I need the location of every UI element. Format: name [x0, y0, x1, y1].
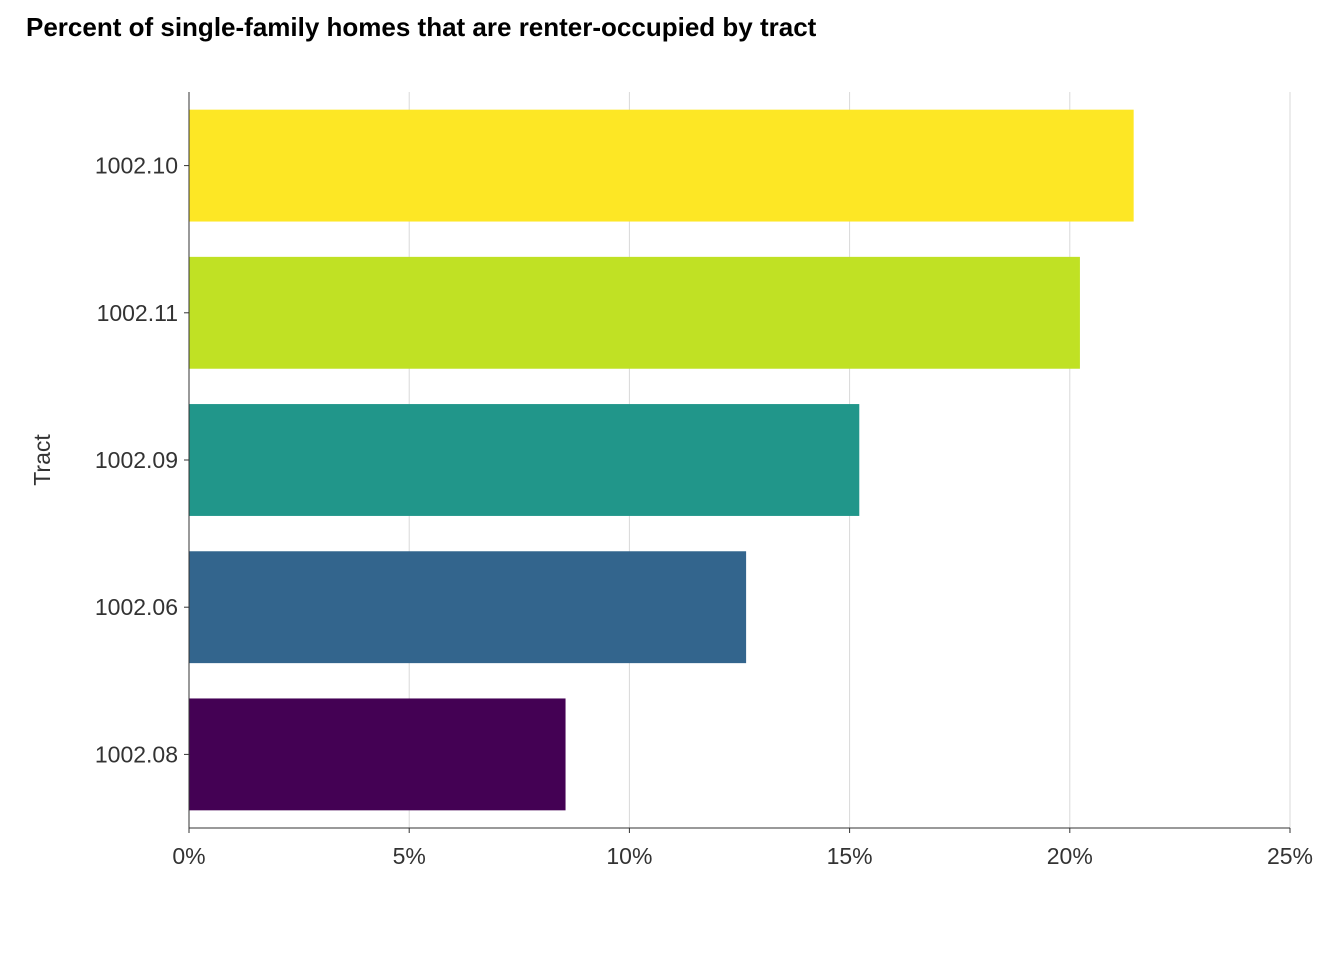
x-tick-label: 5% [393, 843, 426, 869]
bar-1002-10 [189, 109, 1134, 222]
bar-1002-08 [189, 698, 566, 811]
bar-1002-09 [189, 404, 860, 516]
chart-title: Percent of single-family homes that are … [26, 12, 817, 42]
x-tick-label: 0% [172, 843, 205, 869]
x-tick-label: 20% [1047, 843, 1093, 869]
y-axis-ticks: 1002.10 1002.11 1002.09 1002.06 1002.08 [95, 153, 189, 767]
y-tick-label: 1002.08 [95, 741, 178, 767]
y-axis-title: Tract [29, 434, 55, 486]
y-tick-label: 1002.09 [95, 447, 178, 473]
x-tick-label: 10% [606, 843, 652, 869]
bar-1002-06 [189, 551, 747, 664]
y-tick-label: 1002.06 [95, 594, 178, 620]
bars [189, 109, 1134, 811]
y-tick-label: 1002.11 [97, 300, 178, 326]
x-tick-label: 15% [827, 843, 873, 869]
bar-1002-11 [189, 256, 1080, 369]
y-tick-label: 1002.10 [95, 153, 178, 179]
x-axis-ticks: 0% 5% 10% 15% 20% 25% [172, 828, 1313, 869]
x-tick-label: 25% [1267, 843, 1313, 869]
